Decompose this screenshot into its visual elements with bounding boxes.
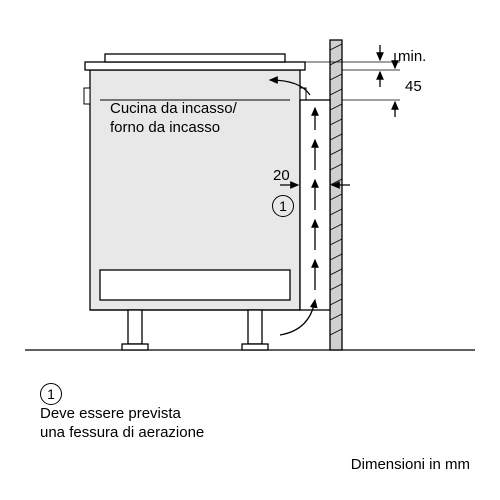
units-label: Dimensioni in mm: [351, 456, 470, 475]
cabinet-label: Cucina da incasso/ forno da incasso: [110, 100, 237, 138]
footnote-line1: Deve essere prevista: [40, 405, 181, 422]
footnote: 1 Deve essere prevista una fessura di ae…: [40, 383, 204, 443]
dim-20-label: 20: [273, 167, 290, 186]
footnote-line2: una fessura di aerazione: [40, 424, 204, 441]
ref-1-circle: 1: [272, 195, 294, 217]
cabinet-label-line2: forno da incasso: [110, 119, 220, 136]
dim-min-label: min.: [398, 48, 426, 67]
installation-diagram: Cucina da incasso/ forno da incasso min.…: [0, 0, 500, 500]
cabinet-label-line1: Cucina da incasso/: [110, 100, 237, 117]
dim-45-label: 45: [405, 78, 422, 97]
ref-1-in-diagram: 1: [272, 195, 294, 217]
footnote-ref-circle: 1: [40, 383, 62, 405]
